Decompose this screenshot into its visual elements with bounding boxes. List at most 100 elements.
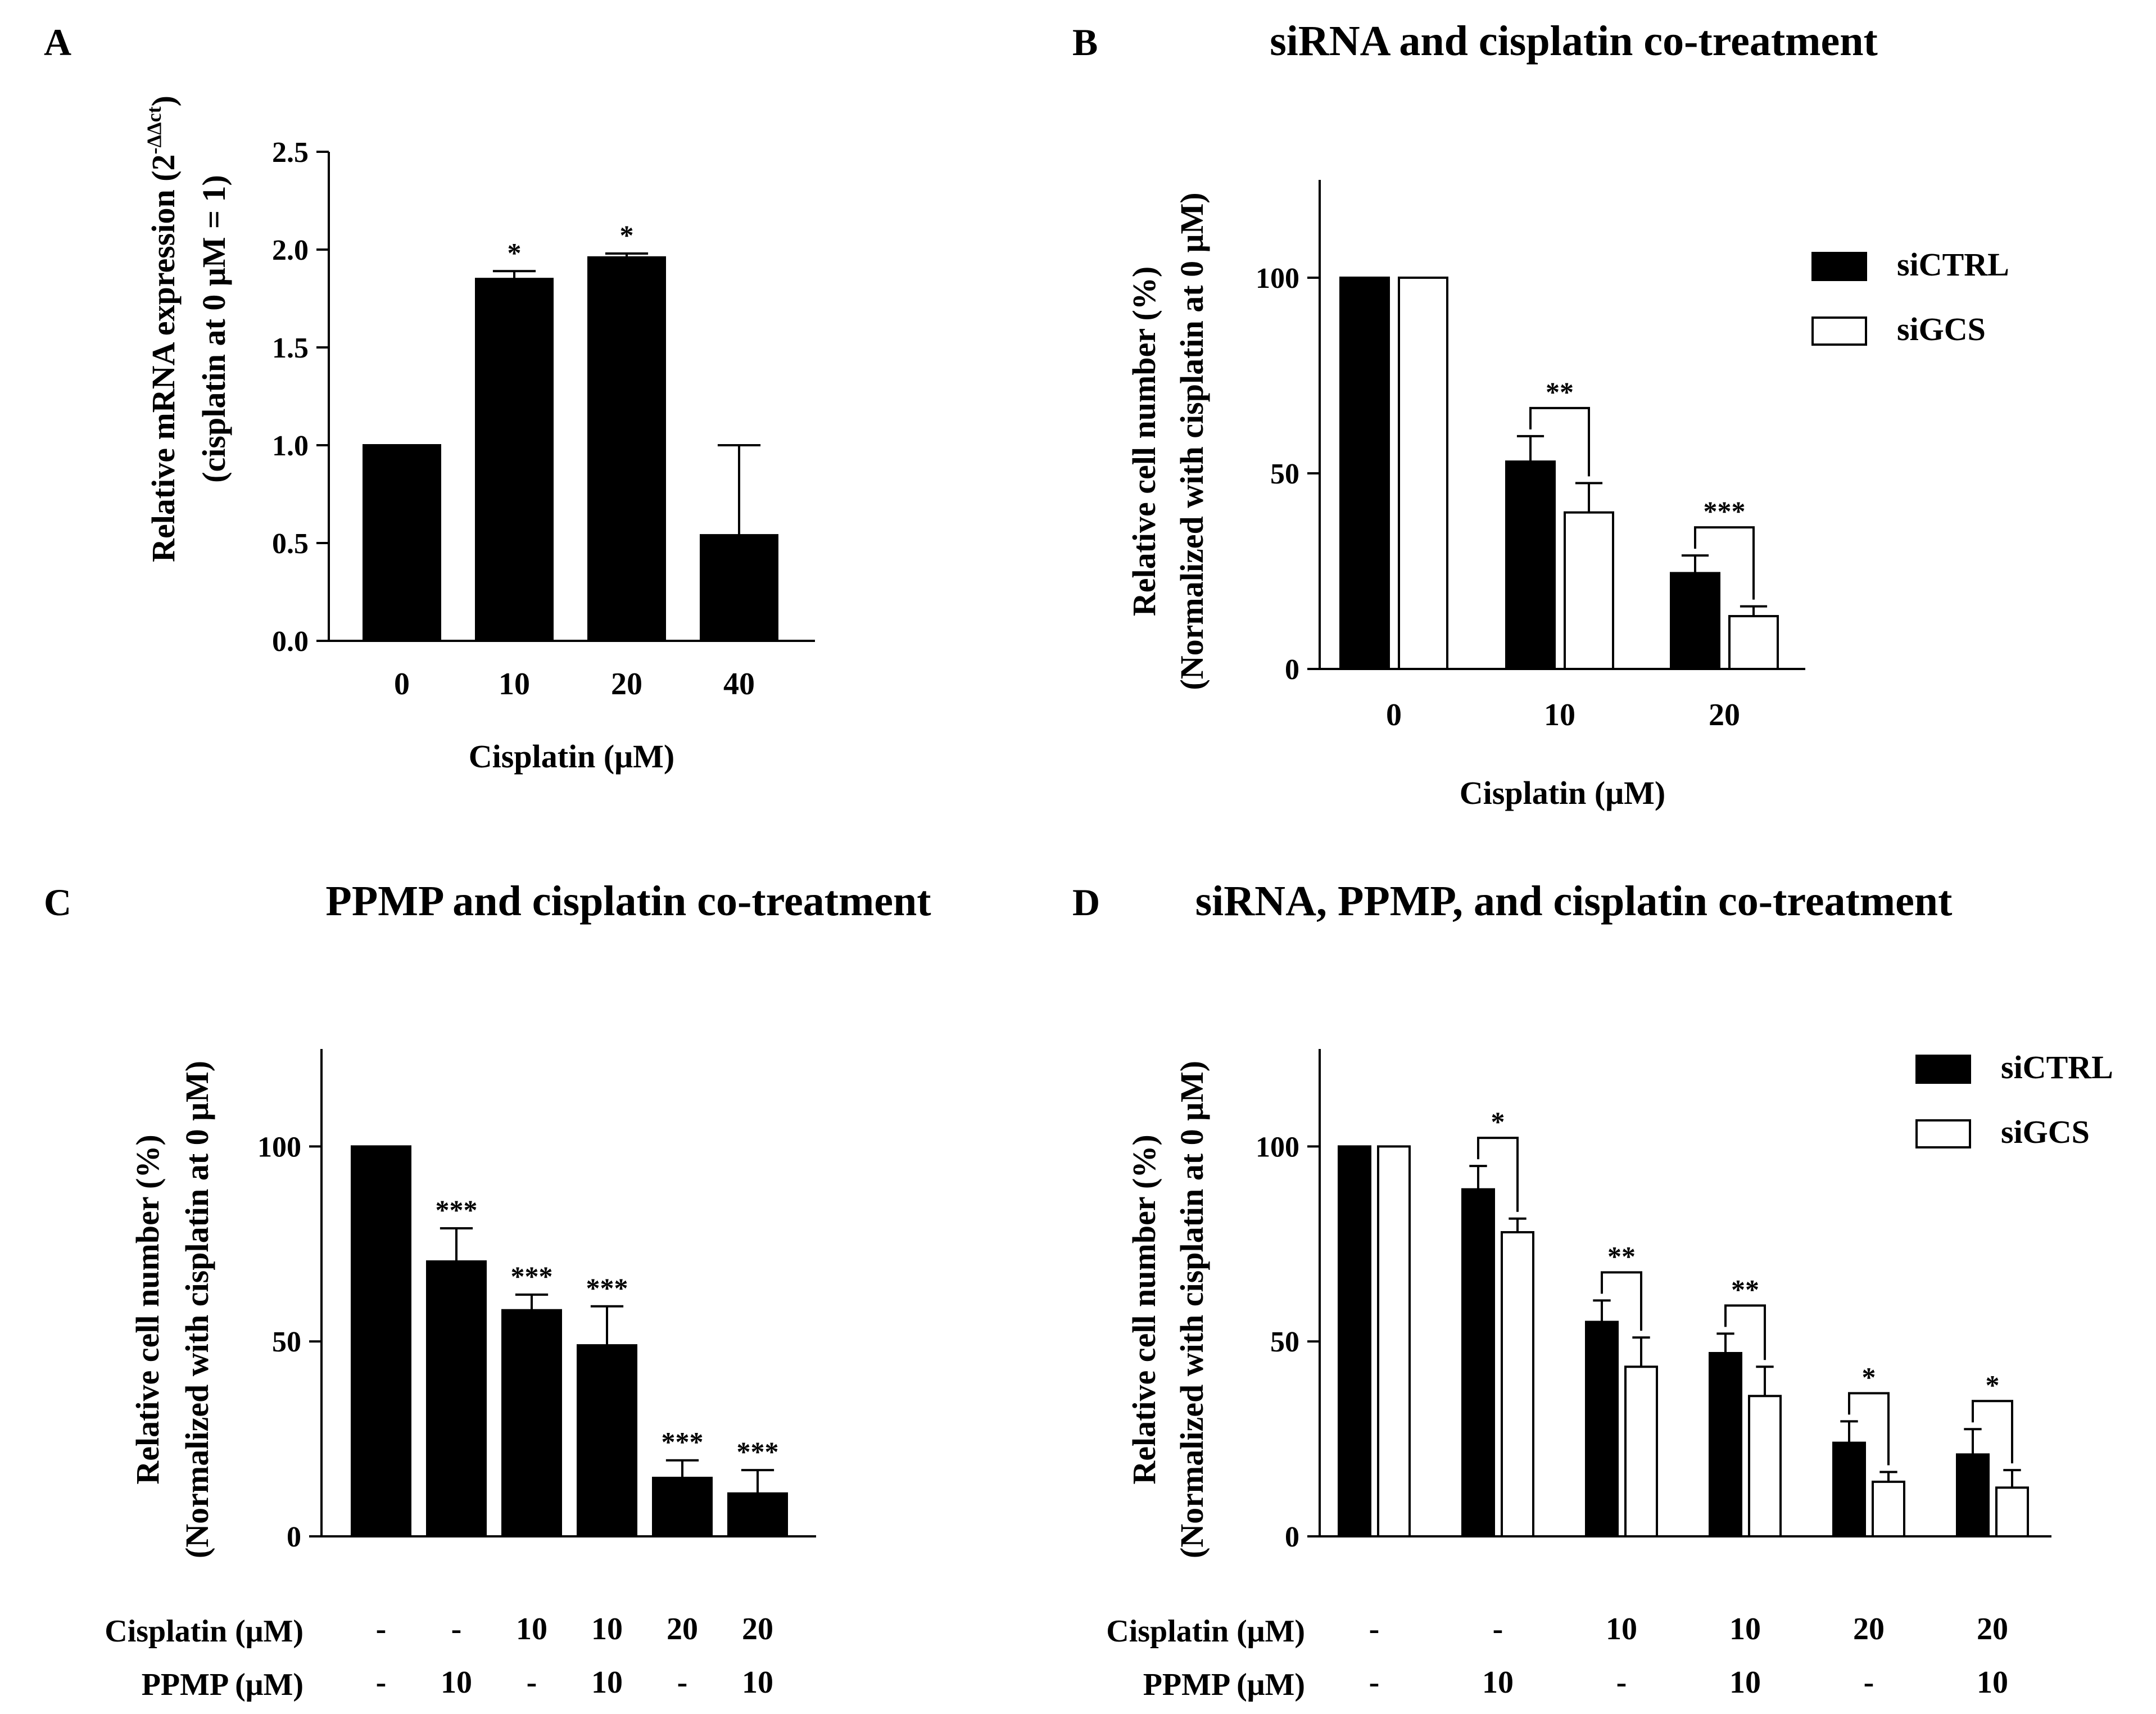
legend-label-sigcs: siGCS <box>1897 311 1986 347</box>
condition-value: 10 <box>591 1665 623 1700</box>
legend-label-sictrl: siCTRL <box>2001 1049 2113 1086</box>
significance-marker: *** <box>586 1272 628 1304</box>
comparison-marker: * <box>1986 1369 2000 1400</box>
y-tick-label: 1.0 <box>272 430 309 462</box>
y-axis-title-superscript: -ΔΔct <box>143 106 165 154</box>
significance-marker: *** <box>662 1426 704 1458</box>
legend-swatch-sigcs <box>1811 316 1867 346</box>
y-tick-label: 50 <box>1270 458 1299 490</box>
bar-value <box>363 444 441 642</box>
bar-value <box>577 1344 637 1537</box>
comparison-bracket <box>1601 1271 1642 1331</box>
condition-value: 20 <box>742 1612 773 1647</box>
y-tick-label: 0 <box>287 1521 301 1553</box>
bar-sigcs <box>1995 1486 2029 1538</box>
comparison-marker: ** <box>1731 1273 1759 1305</box>
y-tick-label: 0.5 <box>272 528 309 560</box>
comparison-bracket <box>1724 1304 1766 1360</box>
bar-sictrl <box>1832 1441 1866 1537</box>
y-tick-label: 2.0 <box>272 234 309 266</box>
legend-swatch-sictrl <box>1811 252 1867 281</box>
panel-c: C PPMP and cisplatin co-treatment 0 50 100… <box>44 878 931 1702</box>
bar-value <box>727 1492 788 1538</box>
y-tick-label: 50 <box>1270 1326 1299 1358</box>
y-tick-label: 2.5 <box>272 137 309 169</box>
x-tick-label: 0 <box>394 667 410 702</box>
y-tick-label: 1.5 <box>272 332 309 364</box>
panel-b: B siRNA and cisplatin co-treatment 0 50 10… <box>1072 17 2009 811</box>
condition-value: 10 <box>1729 1665 1761 1700</box>
y-tick-label: 0.0 <box>272 626 309 658</box>
condition-value: 10 <box>516 1612 547 1647</box>
comparison-bracket <box>1529 406 1590 477</box>
bar-value <box>501 1309 562 1537</box>
bar-sigcs <box>1377 1145 1411 1537</box>
comparison-marker: *** <box>1704 495 1746 527</box>
comparison-marker: ** <box>1607 1240 1636 1272</box>
y-axis-title-line2: (Normalized with cisplatin at 0 μM) <box>1174 1061 1210 1558</box>
legend-label-sigcs: siGCS <box>2001 1114 2090 1150</box>
legend-label-sictrl: siCTRL <box>1897 246 2009 283</box>
condition-value: 20 <box>1977 1612 2008 1647</box>
legend-swatch-sictrl <box>1915 1055 1971 1084</box>
y-axis-title-line1: Relative cell number (%) <box>1126 266 1162 616</box>
y-axis-title-close: ) <box>145 96 182 106</box>
condition-row-label: Cisplatin (μM) <box>105 1614 304 1649</box>
y-axis-title-line2: (cisplatin at 0 μM = 1) <box>196 175 232 483</box>
comparison-bracket <box>1694 526 1755 600</box>
comparison-bracket <box>1477 1137 1519 1212</box>
bar-sictrl <box>1956 1453 1990 1537</box>
condition-row-label: PPMP (μM) <box>1143 1667 1305 1702</box>
y-axis-title-line1: Relative mRNA expression (2-ΔΔct) <box>143 96 182 562</box>
bar-sigcs <box>1748 1395 1782 1537</box>
comparison-marker: * <box>1862 1361 1876 1392</box>
bar-value <box>700 534 778 643</box>
y-tick-label: 100 <box>1256 1131 1299 1163</box>
condition-value: - <box>451 1612 462 1647</box>
bar-sictrl <box>1585 1320 1619 1538</box>
panel-c-title: PPMP and cisplatin co-treatment <box>325 878 931 925</box>
condition-value: - <box>1369 1665 1380 1700</box>
bar-sictrl <box>1461 1188 1495 1538</box>
x-axis-title: Cisplatin (μM) <box>469 738 674 775</box>
condition-value: - <box>1369 1612 1380 1647</box>
x-tick-label: 20 <box>611 667 642 702</box>
bar-sictrl <box>1338 1145 1371 1537</box>
bar-sictrl <box>1709 1352 1742 1538</box>
condition-value: - <box>376 1612 387 1647</box>
bar-sigcs <box>1872 1480 1905 1537</box>
condition-value: - <box>1493 1612 1503 1647</box>
condition-value: 10 <box>591 1612 623 1647</box>
bar-value <box>587 256 666 643</box>
bar-sigcs <box>1501 1231 1534 1537</box>
condition-value: - <box>376 1665 387 1700</box>
x-tick-label: 40 <box>723 667 755 702</box>
significance-marker: *** <box>511 1260 553 1292</box>
significance-marker: *** <box>737 1436 779 1467</box>
y-tick-label: 0 <box>1285 654 1299 686</box>
y-axis-title-text: Relative mRNA expression (2 <box>145 154 182 562</box>
condition-value: - <box>527 1665 537 1700</box>
condition-value: 10 <box>1606 1612 1637 1647</box>
condition-value: - <box>677 1665 688 1700</box>
panel-c-letter: C <box>44 881 71 924</box>
x-tick-label: 0 <box>1386 698 1402 732</box>
condition-value: - <box>1616 1665 1627 1700</box>
y-tick-label: 100 <box>1256 263 1299 295</box>
y-axis-title-line2: (Normalized with cisplatin at 0 μM) <box>179 1061 215 1558</box>
bar-value <box>426 1260 487 1537</box>
condition-row-label: PPMP (μM) <box>142 1667 304 1702</box>
panel-d: D siRNA, PPMP, and cisplatin co-treatmen… <box>1072 878 2113 1702</box>
condition-value: 10 <box>1482 1665 1514 1700</box>
panel-d-title: siRNA, PPMP, and cisplatin co-treatment <box>1195 878 1953 925</box>
comparison-marker: * <box>1491 1106 1505 1137</box>
significance-marker: *** <box>436 1194 478 1225</box>
y-axis-title-line1: Relative cell number (%) <box>129 1134 166 1484</box>
y-tick-label: 50 <box>272 1326 301 1358</box>
bar-sigcs <box>1564 511 1614 670</box>
panel-d-letter: D <box>1072 881 1100 924</box>
bar-value <box>652 1476 713 1537</box>
y-axis-title-line2: (Normalized with cisplatin at 0 μM) <box>1174 192 1210 690</box>
bar-value <box>475 278 554 642</box>
